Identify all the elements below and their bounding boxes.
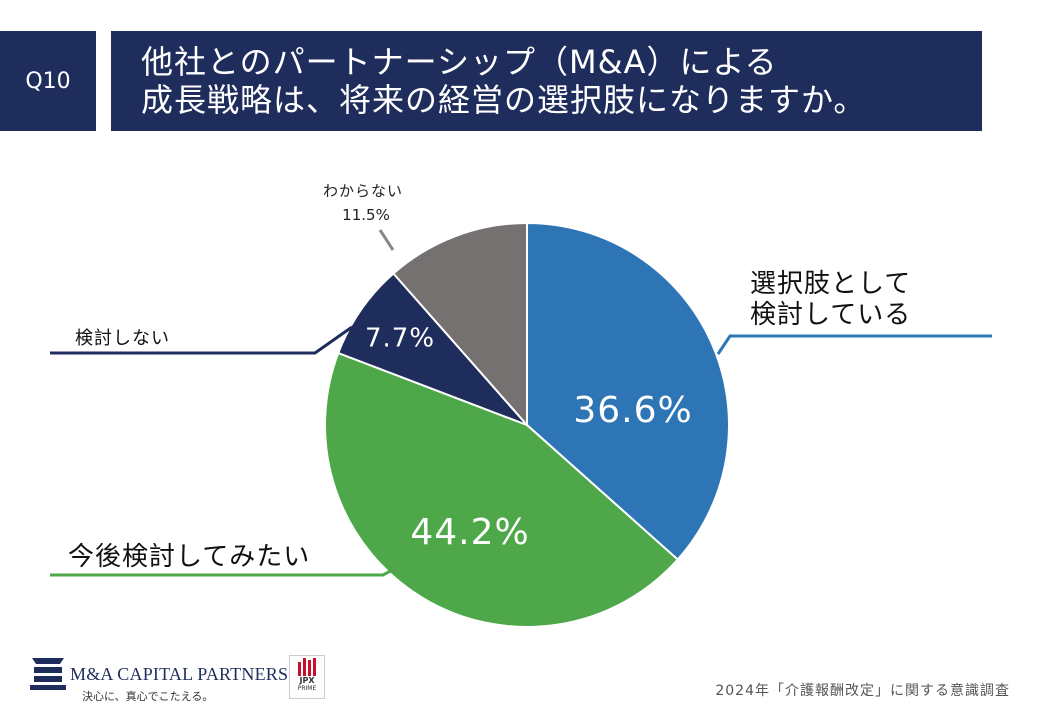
company-tagline: 決心に、真心でこたえる。 xyxy=(82,690,214,703)
survey-source: 2024年「介護報酬改定」に関する意識調査 xyxy=(715,683,1010,699)
company-logo-mark-icon xyxy=(30,658,66,690)
jpx-sub-label: PRIME xyxy=(297,685,317,692)
jpx-prime-badge: JPX PRIME xyxy=(289,655,325,699)
pie-slice-3 xyxy=(336,272,528,426)
pie-slice-4 xyxy=(392,221,528,428)
category-label-2: 今後検討してみたい xyxy=(68,542,310,572)
question-number-badge: Q10 xyxy=(0,31,96,131)
pie-slice-1 xyxy=(526,221,730,561)
leader-line-4 xyxy=(378,229,395,251)
category-label-1: 選択肢として検討している xyxy=(750,269,911,330)
pie-slice-2 xyxy=(324,351,680,628)
jpx-label: JPX xyxy=(299,676,315,685)
leader-line-1 xyxy=(716,334,992,355)
company-name: M&A CAPITAL PARTNERS xyxy=(70,664,289,684)
data-label-2: 44.2% xyxy=(410,512,529,553)
data-label-4: 11.5% xyxy=(342,206,390,224)
question-number: Q10 xyxy=(25,68,71,94)
question-title-line-2: 成長戦略は、将来の経営の選択肢になりますか。 xyxy=(141,81,867,119)
jpx-logo-icon xyxy=(290,658,324,676)
data-label-1: 36.6% xyxy=(573,390,692,431)
question-title: 他社とのパートナーシップ（M&A）による 成長戦略は、将来の経営の選択肢になりま… xyxy=(111,31,982,131)
leader-line-2 xyxy=(50,565,399,577)
category-label-4: わからない xyxy=(323,182,403,200)
data-label-3: 7.7% xyxy=(365,324,435,354)
leader-line-3 xyxy=(50,325,353,355)
category-label-3: 検討しない xyxy=(75,328,170,349)
question-title-line-1: 他社とのパートナーシップ（M&A）による xyxy=(141,43,778,81)
